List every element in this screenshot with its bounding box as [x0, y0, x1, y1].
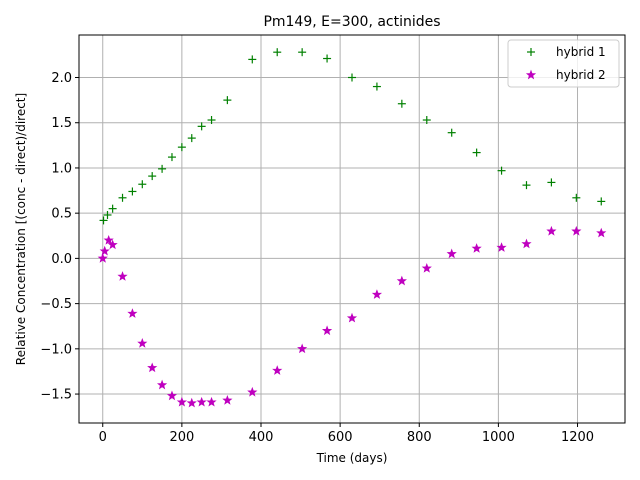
legend-label-hybrid-2: hybrid 2 — [556, 68, 606, 82]
data-point — [127, 308, 138, 318]
legend-label-hybrid-1: hybrid 1 — [556, 45, 606, 59]
x-tick-label: 800 — [407, 430, 432, 445]
y-tick-label: 2.0 — [51, 71, 72, 86]
x-tick-label: 1200 — [561, 430, 594, 445]
data-point — [447, 128, 456, 137]
data-point — [117, 271, 128, 281]
y-tick-label: 1.5 — [51, 116, 72, 131]
series-layer — [97, 48, 607, 408]
data-point — [321, 325, 333, 336]
data-point — [572, 193, 581, 202]
data-point — [446, 248, 457, 259]
data-point — [137, 338, 148, 348]
data-point — [223, 96, 232, 105]
y-axis-label: Relative Concentration [(conc - direct)/… — [14, 93, 28, 365]
data-point — [147, 362, 158, 373]
x-tick-label: 400 — [249, 430, 274, 445]
data-point — [248, 55, 257, 64]
x-tick-label: 200 — [169, 430, 194, 445]
data-point — [99, 216, 108, 225]
data-point — [196, 396, 207, 407]
plot-frame — [78, 34, 626, 424]
legend: hybrid 1 hybrid 2 — [507, 39, 620, 88]
x-axis-label: Time (days) — [316, 451, 388, 465]
data-point — [298, 48, 307, 57]
data-point — [348, 73, 356, 82]
data-point — [128, 187, 137, 196]
data-point — [596, 227, 607, 238]
data-point — [472, 148, 481, 157]
data-point — [521, 238, 532, 249]
legend-marker-hybrid-2 — [525, 69, 537, 80]
data-point — [186, 397, 197, 408]
data-point — [421, 262, 432, 273]
data-point — [471, 243, 482, 253]
series-2 — [97, 225, 607, 408]
data-point — [522, 181, 531, 190]
data-point — [166, 390, 178, 401]
data-point — [187, 134, 196, 143]
legend-marker-hybrid-1 — [527, 48, 535, 56]
data-point — [372, 82, 381, 91]
data-point — [247, 386, 258, 397]
legend-marker-symbol — [527, 48, 535, 56]
data-point — [272, 365, 283, 375]
axis-ticks: 0 200 400 600 800 1000 1200 −1.5 −1.0 −0.5 0.0 0.5 1… — [40, 71, 594, 445]
data-point — [371, 289, 383, 299]
data-point — [148, 172, 157, 181]
series-1 — [99, 48, 606, 225]
x-tick-label: 0 — [99, 430, 107, 445]
data-point — [99, 245, 110, 256]
data-point — [496, 242, 507, 252]
data-point — [207, 116, 216, 125]
x-tick-label: 1000 — [482, 430, 515, 445]
data-point — [97, 253, 108, 263]
data-point — [158, 164, 167, 173]
data-point — [346, 312, 358, 323]
data-point — [167, 153, 176, 162]
chart-title: Pm149, E=300, actinides — [263, 14, 440, 30]
data-point — [103, 234, 114, 245]
data-point — [323, 54, 332, 63]
y-tick-label: −1.5 — [40, 388, 72, 403]
data-point — [397, 99, 406, 108]
data-point — [497, 166, 506, 175]
data-point — [547, 178, 556, 187]
data-point — [118, 193, 127, 202]
data-point — [571, 225, 582, 236]
data-point — [206, 396, 217, 407]
y-tick-label: 1.0 — [51, 161, 72, 176]
y-tick-label: −1.0 — [40, 342, 72, 357]
y-tick-label: −0.5 — [40, 297, 72, 312]
data-point — [222, 395, 233, 405]
data-point — [176, 396, 187, 407]
data-point — [107, 239, 118, 250]
data-point — [108, 204, 117, 213]
data-point — [396, 275, 407, 286]
data-point — [297, 343, 308, 354]
data-point — [273, 48, 282, 57]
data-point — [138, 180, 147, 189]
data-point — [177, 143, 186, 152]
data-point — [103, 210, 112, 219]
data-point — [157, 379, 168, 390]
legend-marker-symbol — [525, 69, 537, 80]
x-tick-label: 600 — [328, 430, 353, 445]
data-point — [597, 197, 606, 206]
legend-box — [507, 39, 620, 88]
y-tick-label: 0.0 — [51, 252, 72, 267]
data-point — [197, 122, 206, 131]
y-tick-label: 0.5 — [51, 207, 72, 222]
data-point — [422, 116, 431, 125]
data-point — [546, 225, 557, 236]
